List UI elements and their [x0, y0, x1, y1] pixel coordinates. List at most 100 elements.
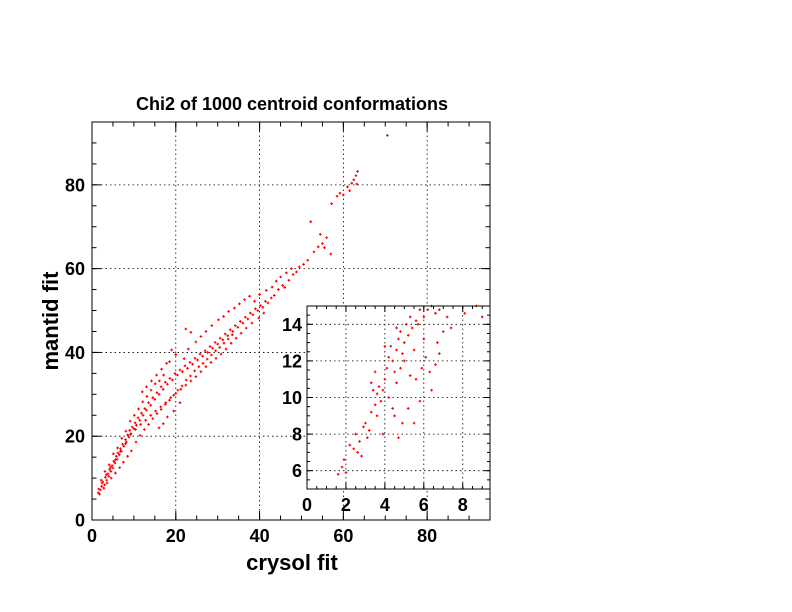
data-point [209, 361, 213, 364]
data-point [410, 326, 414, 330]
data-point [145, 395, 149, 398]
data-point [373, 370, 377, 374]
data-point [348, 443, 352, 447]
data-point [180, 384, 184, 388]
data-point [418, 308, 422, 311]
data-point [138, 434, 142, 437]
data-point [99, 488, 102, 492]
data-point [342, 193, 345, 197]
data-point [246, 317, 250, 321]
data-point [420, 366, 424, 370]
data-point [399, 366, 402, 370]
data-point [404, 323, 408, 326]
data-point [449, 326, 453, 330]
data-point [151, 417, 155, 420]
data-point [233, 306, 236, 310]
data-point [155, 391, 159, 394]
data-point [266, 301, 270, 305]
data-point [408, 374, 412, 377]
data-point [381, 388, 385, 392]
data-point [406, 407, 410, 410]
data-point [238, 302, 241, 306]
data-point [130, 425, 134, 429]
data-point [218, 336, 222, 340]
data-point [161, 387, 165, 391]
data-point [134, 440, 138, 444]
data-point [369, 381, 373, 385]
inset-grid [307, 306, 490, 489]
data-point [166, 415, 169, 419]
inset-data-points [336, 304, 484, 476]
data-point [356, 170, 359, 173]
data-point [201, 362, 205, 365]
data-point [356, 451, 359, 454]
data-point [122, 460, 125, 464]
data-point [107, 475, 111, 478]
data-point [379, 399, 383, 403]
data-point [172, 409, 175, 413]
data-point [312, 250, 316, 254]
data-point [350, 181, 354, 185]
y-tick-label: 0 [75, 510, 85, 530]
x-axis-title: crysol fit [246, 550, 338, 575]
data-point [106, 472, 110, 476]
data-point [204, 330, 208, 333]
data-point [412, 421, 416, 425]
data-point [264, 300, 267, 303]
data-point [340, 465, 344, 469]
data-point [323, 246, 326, 249]
data-point [403, 359, 406, 363]
data-point [124, 438, 127, 441]
y-tick-label: 14 [282, 315, 302, 335]
data-point [126, 433, 129, 437]
data-point [362, 425, 365, 429]
data-point [250, 321, 254, 325]
data-point [387, 355, 391, 359]
data-point [199, 335, 203, 338]
x-tick-label: 0 [302, 495, 312, 515]
data-point [210, 324, 214, 327]
data-point [99, 478, 103, 482]
data-point [251, 313, 255, 317]
data-point [412, 348, 416, 352]
data-point [168, 377, 172, 380]
data-point [211, 346, 214, 350]
data-point [168, 398, 171, 402]
data-point [377, 385, 381, 388]
data-point [168, 360, 171, 363]
data-point [179, 387, 183, 391]
data-point [438, 352, 441, 355]
data-point [172, 393, 175, 397]
data-point [369, 410, 373, 414]
data-point [291, 273, 295, 276]
data-point [141, 400, 144, 404]
x-tick-label: 80 [417, 526, 437, 546]
data-point [319, 232, 322, 236]
data-point [329, 252, 333, 256]
data-point [360, 454, 363, 458]
data-point [342, 458, 346, 462]
data-point [217, 318, 220, 322]
data-point [262, 311, 266, 315]
data-point [178, 368, 182, 372]
data-point [321, 242, 324, 245]
data-point [132, 427, 136, 430]
y-tick-label: 8 [292, 425, 302, 445]
data-point [203, 349, 207, 353]
data-point [257, 316, 261, 320]
data-point [147, 423, 150, 426]
inset-axis-ticks [306, 305, 490, 490]
data-point [406, 333, 410, 337]
data-point [145, 385, 148, 389]
data-point [189, 331, 193, 334]
data-point [113, 461, 117, 465]
data-point [316, 245, 320, 249]
data-point [134, 428, 137, 431]
y-tick-label: 10 [282, 388, 302, 408]
data-point [222, 341, 226, 345]
data-point [408, 315, 412, 319]
x-tick-label: 6 [419, 495, 429, 515]
data-point [194, 375, 198, 379]
data-point [144, 418, 147, 422]
data-point [338, 191, 342, 195]
